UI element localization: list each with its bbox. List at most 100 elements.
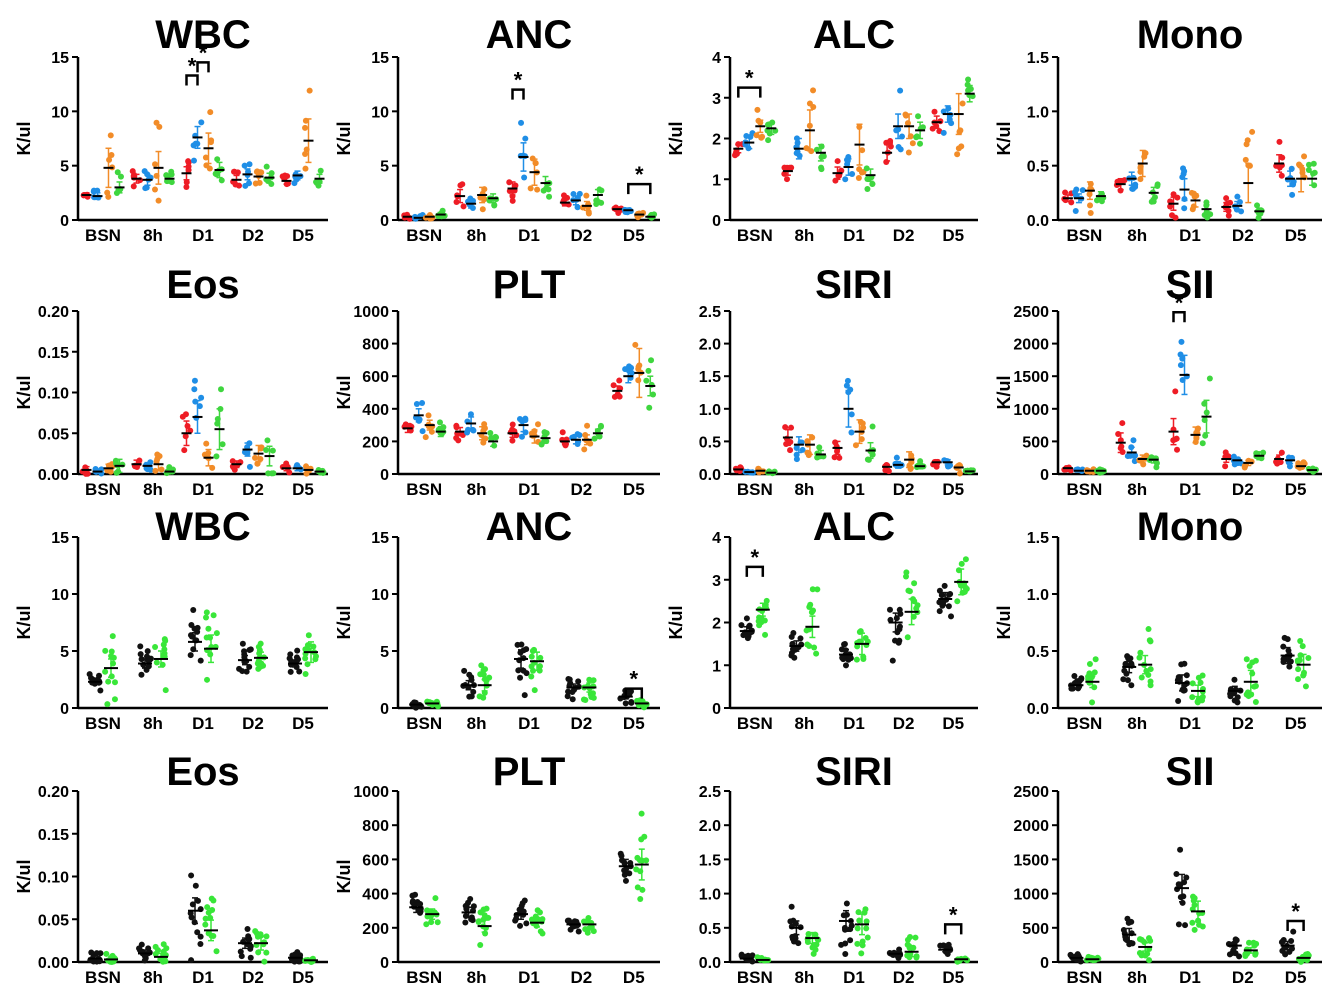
data-point [818,166,824,172]
data-point [1249,129,1255,135]
x-tick-label: D2 [893,714,915,733]
y-tick-label: 1.5 [1027,530,1049,547]
data-point [110,633,116,639]
data-point [162,958,168,964]
data-point [905,937,911,943]
data-point [480,206,486,212]
data-point [638,836,644,842]
data-point [539,919,545,925]
data-point [1087,661,1093,667]
data-point [842,176,848,182]
data-point [269,470,275,476]
data-point [942,583,948,589]
y-tick-label: 0 [712,213,721,230]
data-point [198,658,204,664]
data-point [1286,664,1292,670]
y-tick-label: 0.10 [38,386,69,403]
data-point [632,342,638,348]
y-tick-label: 0.20 [38,784,69,801]
data-point [1282,951,1288,957]
data-point [910,140,916,146]
data-point [112,679,118,685]
data-point [863,635,869,641]
data-point [643,378,649,384]
x-tick-label: 8h [143,968,163,987]
panel-4: MonoK/ul0.00.51.01.5BSN 8h D1 D2 D5 [994,13,1322,245]
y-tick-label: 1 [712,658,721,675]
x-tick-label: D5 [1285,226,1307,245]
data-point [1127,655,1133,661]
y-tick-label: 1.0 [1027,587,1049,604]
panel-title: Mono [1137,505,1244,549]
data-point [163,687,169,693]
data-point [838,942,844,948]
data-point [542,429,548,435]
x-tick-label: D1 [1179,714,1201,733]
data-point [105,679,111,685]
data-point [623,878,629,884]
data-point [903,569,909,575]
data-point [410,898,416,904]
y-axis-label: K/ul [334,376,354,410]
data-point [487,430,493,436]
data-point [587,441,593,447]
data-point [1282,635,1288,641]
data-point [213,453,219,459]
panel-3: ALCK/ul01234BSN 8h D1 D2 D5* [666,13,978,245]
data-point [854,941,860,947]
data-point [864,186,870,192]
data-point [806,450,812,456]
x-tick-label: BSN [85,480,121,499]
y-tick-label: 4 [712,530,721,547]
data-point [1297,657,1303,663]
data-point [239,953,245,959]
data-point [534,187,540,193]
y-tick-label: 2.5 [699,784,721,801]
data-point [288,669,294,675]
y-tick-label: 1500 [1013,852,1049,869]
x-tick-label: BSN [406,480,442,499]
data-point [946,603,952,609]
data-point [645,368,651,374]
x-tick-label: BSN [406,968,442,987]
x-tick-label: D2 [242,480,264,499]
data-point [246,180,252,186]
data-point [482,436,488,442]
data-point [897,88,903,94]
data-point [1175,698,1181,704]
x-tick-label: D2 [893,480,915,499]
data-point [1078,675,1084,681]
data-point [810,87,816,93]
y-tick-label: 600 [362,369,389,386]
data-point [1202,433,1208,439]
panel-title: Mono [1137,13,1244,57]
data-point [97,687,103,693]
y-tick-label: 0.15 [38,827,69,844]
data-point [517,923,523,929]
data-point [509,438,515,444]
x-tick-label: D5 [942,714,964,733]
data-point [957,470,963,476]
data-point [1171,191,1177,197]
data-point [915,113,921,119]
data-point [965,76,971,82]
data-point [188,622,194,628]
data-point [1178,352,1184,358]
data-point [1088,210,1094,216]
data-point [765,137,771,143]
data-point [890,658,896,664]
data-point [1243,157,1249,163]
data-point [1234,699,1240,705]
data-point [204,677,210,683]
y-axis-label: K/ul [14,376,34,410]
data-point [744,615,750,621]
data-point [810,104,816,110]
data-point [1149,199,1155,205]
data-point [142,957,148,963]
y-tick-label: 0.20 [38,304,69,321]
y-tick-label: 0.00 [38,467,69,484]
data-point [195,898,201,904]
data-point [523,920,529,926]
data-point [252,928,258,934]
x-tick-label: D5 [942,968,964,987]
